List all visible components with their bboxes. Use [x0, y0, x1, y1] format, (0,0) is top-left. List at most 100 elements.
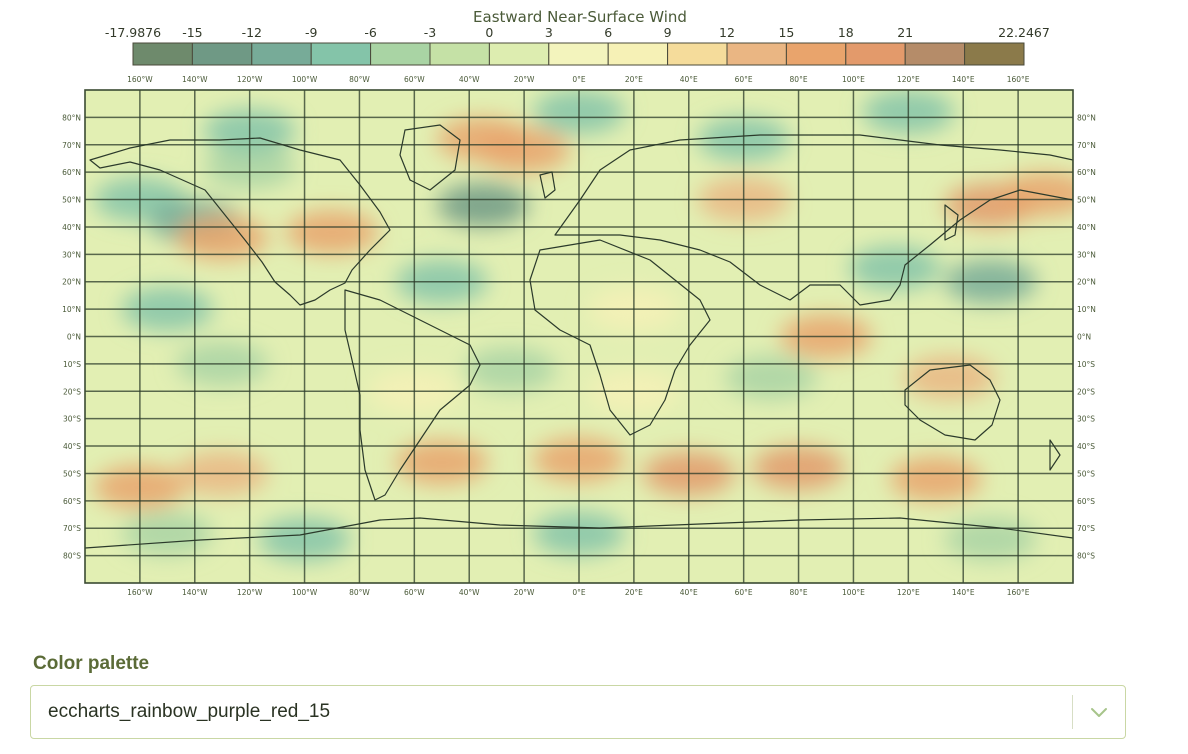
colorbar-tick-label: -9 [305, 25, 318, 40]
chevron-down-icon[interactable] [1088, 701, 1110, 723]
color-palette-label: Color palette [33, 653, 150, 674]
lat-tick-label-left: 10°N [62, 305, 81, 314]
new-zealand-coast [1049, 439, 1061, 471]
lon-tick-label-top: 140°E [952, 75, 975, 84]
lon-tick-label-bottom: 140°W [182, 588, 208, 597]
lat-tick-label-left: 70°N [62, 141, 81, 150]
lon-tick-label-top: 40°W [459, 75, 480, 84]
lat-tick-label-left: 40°N [62, 223, 81, 232]
colorbar-legend: Eastward Near-Surface Wind -17.9876 -15 -1… [105, 8, 1050, 66]
color-palette-select[interactable]: eccharts_rainbow_purple_red_15 [30, 685, 1126, 739]
colorbar-tick-label: -17.9876 [105, 25, 161, 40]
colorbar-bin [785, 42, 847, 66]
lat-tick-label-left: 20°S [63, 387, 81, 396]
lon-tick-label-bottom: 120°W [237, 588, 263, 597]
lat-tick-label-right: 60°N [1077, 168, 1096, 177]
lat-tick-label-left: 20°N [62, 278, 81, 287]
antarctica-coast [85, 517, 1073, 549]
lat-tick-label-right: 20°N [1077, 278, 1096, 287]
greenland-coast [399, 124, 461, 191]
lon-tick-label-top: 60°W [404, 75, 425, 84]
lon-tick-label-bottom: 60°E [735, 588, 753, 597]
eurasia-coast [554, 134, 1073, 306]
lon-tick-label-top: 80°E [790, 75, 808, 84]
colorbar-bin [548, 42, 609, 66]
colorbar-bin [310, 42, 372, 66]
coastlines [85, 124, 1073, 549]
lat-tick-label-right: 30°S [1077, 415, 1095, 424]
lat-tick-label-right: 80°S [1077, 552, 1095, 561]
select-separator [1072, 695, 1073, 729]
africa-coast [529, 239, 711, 436]
colorbar-tick-label: -3 [424, 25, 436, 40]
lat-tick-label-right: 50°N [1077, 196, 1096, 205]
lat-tick-label-left: 60°S [63, 497, 81, 506]
lat-tick-label-right: 30°N [1077, 250, 1096, 259]
wind-field-blob [725, 355, 818, 400]
colorbar-bin [667, 42, 728, 66]
colorbar-bin [488, 42, 550, 66]
lat-tick-label-right: 20°S [1077, 387, 1095, 396]
lon-tick-label-bottom: 40°E [680, 588, 698, 597]
wind-field-blob [999, 172, 1073, 217]
lat-tick-label-left: 40°S [63, 442, 81, 451]
wind-field-blob [464, 347, 557, 392]
lat-tick-label-right: 0°N [1077, 333, 1091, 342]
colorbar-tick-label: 0 [485, 25, 493, 40]
lat-tick-label-right: 80°N [1077, 113, 1096, 122]
lat-tick-label-right: 10°N [1077, 305, 1096, 314]
colorbar-tick-label: 3 [545, 25, 553, 40]
colorbar-tick-label: 22.2467 [998, 25, 1050, 40]
lon-tick-label-bottom: 40°W [459, 588, 480, 597]
colorbar-bins [132, 42, 1025, 66]
lon-tick-label-bottom: 100°W [292, 588, 318, 597]
colorbar-bin [429, 42, 490, 66]
colorbar-tick-label: 12 [719, 25, 735, 40]
lat-tick-label-right: 70°S [1077, 524, 1095, 533]
lat-tick-label-left: 80°N [62, 113, 81, 122]
lat-tick-label-right: 70°N [1077, 141, 1096, 150]
lon-tick-label-top: 160°E [1007, 75, 1030, 84]
lat-tick-label-left: 30°N [62, 250, 81, 259]
wind-field-blob [889, 456, 982, 501]
lat-tick-label-right: 10°S [1077, 360, 1095, 369]
color-palette-selected-value: eccharts_rainbow_purple_red_15 [48, 701, 331, 722]
lat-tick-label-left: 60°N [62, 168, 81, 177]
lat-tick-label-right: 50°S [1077, 469, 1095, 478]
colorbar-tick-labels: -17.9876 -15 -12 -9 -6 -3 0 3 6 9 12 15 18 21 22.2467 [105, 25, 1050, 40]
wind-field-blob [395, 440, 488, 485]
axis-tick-labels: 160°W 160°W 140°W 140°W 120°W 120°W 100°W 100°W… [62, 75, 1096, 597]
lon-tick-label-top: 40°E [680, 75, 698, 84]
lat-tick-label-left: 50°S [63, 469, 81, 478]
lat-tick-label-left: 10°S [63, 360, 81, 369]
wind-field-blob [121, 511, 214, 556]
colorbar-bin [845, 42, 906, 66]
lon-tick-label-bottom: 20°W [514, 588, 535, 597]
wind-field-blob [848, 246, 941, 291]
lon-tick-label-top: 120°W [237, 75, 263, 84]
colorbar-bin [370, 42, 431, 66]
australia-coast [904, 364, 1001, 441]
lon-tick-label-top: 20°E [625, 75, 643, 84]
lon-tick-label-bottom: 80°W [349, 588, 370, 597]
lon-tick-label-bottom: 100°E [842, 588, 865, 597]
lon-tick-label-bottom: 140°E [952, 588, 975, 597]
lat-tick-label-left: 70°S [63, 524, 81, 533]
colorbar-bin [607, 42, 669, 66]
british-isles-coast [539, 171, 556, 199]
colorbar-tick-label: 9 [664, 25, 672, 40]
colorbar-tick-label: 21 [897, 25, 913, 40]
lon-tick-label-top: 80°W [349, 75, 370, 84]
colorbar-bin [251, 42, 312, 66]
colorbar-bin [904, 42, 966, 66]
lat-tick-label-right: 40°N [1077, 223, 1096, 232]
lon-tick-label-top: 20°W [514, 75, 535, 84]
colorbar-bin [132, 42, 193, 66]
lon-tick-label-top: 100°W [292, 75, 318, 84]
wind-map: 160°W 160°W 140°W 140°W 120°W 120°W 100°W 100°W… [62, 75, 1096, 597]
lat-tick-label-left: 30°S [63, 415, 81, 424]
lon-tick-label-top: 140°W [182, 75, 208, 84]
wind-field-blob [286, 210, 378, 255]
lon-tick-label-top: 60°E [735, 75, 753, 84]
north-america-coast [89, 137, 391, 306]
